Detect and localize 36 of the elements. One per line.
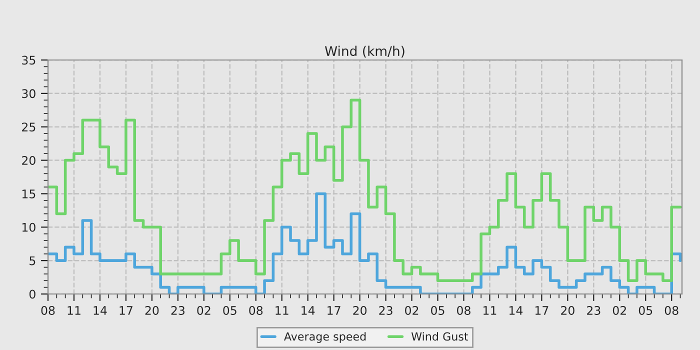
- x-tick-label: 14: [509, 306, 523, 315]
- x-tick-label: 08: [664, 306, 678, 315]
- x-tick-label: 05: [638, 306, 652, 315]
- x-tick-label: 14: [302, 306, 315, 315]
- y-tick-label: 15: [22, 190, 36, 198]
- y-tick-label: 0: [29, 290, 36, 299]
- x-tick-label: 05: [223, 306, 236, 315]
- x-tick-label: 02: [405, 306, 418, 315]
- x-tick-label: 02: [612, 306, 626, 315]
- y-tick-label: 30: [22, 89, 36, 98]
- x-tick-label: 20: [561, 306, 574, 315]
- x-tick-label: 11: [484, 306, 496, 315]
- x-tick-label: 23: [379, 306, 392, 315]
- y-tick-label: 5: [30, 256, 36, 266]
- x-tick-label: 05: [431, 306, 444, 315]
- x-tick-label: 23: [587, 306, 600, 315]
- x-tick-label: 08: [41, 306, 55, 315]
- x-tick-label: 17: [328, 306, 340, 315]
- x-tick-label: 08: [457, 306, 470, 315]
- x-tick-label: 11: [68, 306, 80, 315]
- x-tick-label: 02: [197, 306, 210, 315]
- x-tick-label: 23: [171, 306, 184, 315]
- chart-title: Wind (km/h): [324, 46, 404, 58]
- x-tick-label: 14: [94, 306, 107, 315]
- y-tick-label: 35: [22, 56, 36, 65]
- x-tick-label: 17: [535, 306, 548, 315]
- legend-label: Average speed: [284, 332, 366, 343]
- legend-label: Wind Gust: [411, 332, 468, 341]
- y-tick-label: 25: [22, 122, 36, 132]
- x-tick-label: 11: [276, 306, 288, 315]
- y-tick-label: 20: [22, 156, 36, 165]
- y-tick-label: 10: [22, 222, 36, 232]
- x-tick-label: 08: [249, 306, 263, 315]
- x-tick-label: 20: [353, 306, 367, 315]
- x-tick-label: 17: [120, 306, 132, 315]
- x-tick-label: 20: [145, 306, 159, 315]
